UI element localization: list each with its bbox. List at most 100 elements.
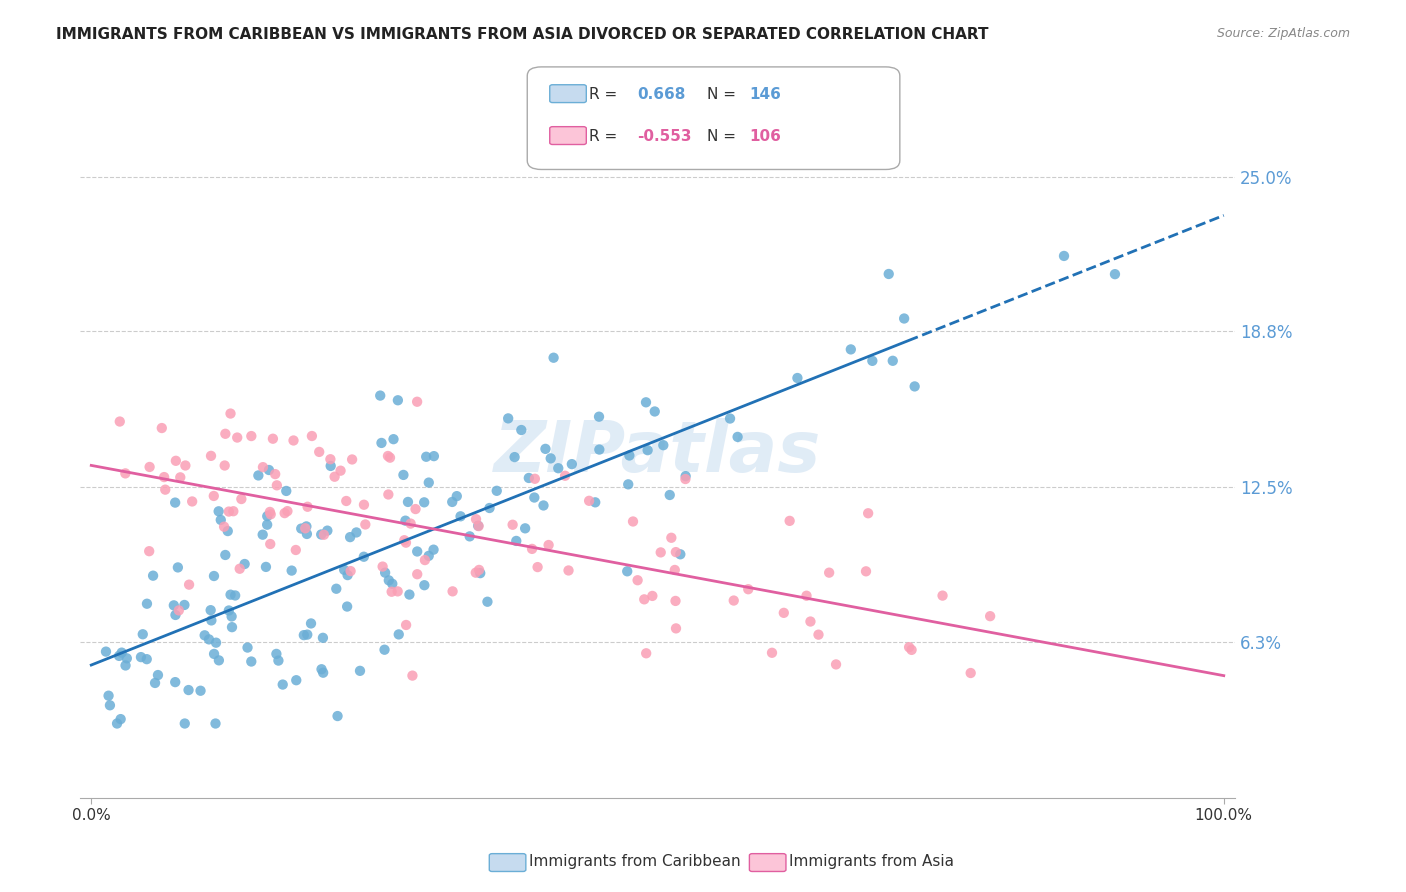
Point (194, 628, 217, 642)
Point (368, 388, 391, 402)
Point (418, 475, 440, 490)
Point (169, 470, 191, 484)
Point (204, 716, 226, 731)
Point (882, 353, 904, 368)
Point (202, 489, 225, 503)
Point (94, 645, 117, 659)
Point (664, 594, 686, 608)
Point (297, 500, 319, 514)
Point (354, 517, 377, 532)
Point (340, 452, 363, 467)
Point (796, 589, 818, 603)
Point (485, 483, 508, 498)
Point (537, 538, 560, 552)
Text: IMMIGRANTS FROM CARIBBEAN VS IMMIGRANTS FROM ASIA DIVORCED OR SEPARATED CORRELAT: IMMIGRANTS FROM CARIBBEAN VS IMMIGRANTS … (56, 27, 988, 42)
Point (319, 452, 342, 467)
Point (588, 442, 610, 457)
Text: N =: N = (707, 129, 737, 144)
Point (173, 716, 195, 731)
Point (387, 393, 409, 408)
Point (477, 595, 499, 609)
Point (114, 467, 136, 481)
Point (898, 640, 921, 655)
Point (335, 494, 357, 508)
Point (146, 668, 169, 682)
Point (202, 569, 225, 583)
Point (129, 650, 152, 665)
Point (221, 620, 243, 634)
Point (877, 267, 900, 281)
Point (644, 404, 666, 418)
Point (163, 599, 186, 613)
Point (904, 379, 927, 393)
Point (465, 512, 488, 526)
Point (143, 676, 166, 690)
Point (786, 371, 808, 385)
Point (142, 568, 165, 582)
Point (198, 632, 221, 647)
Point (259, 505, 281, 519)
Point (222, 504, 245, 518)
Point (371, 559, 394, 574)
Point (406, 567, 429, 582)
Point (299, 616, 322, 631)
Text: R =: R = (589, 87, 617, 102)
Point (561, 457, 583, 471)
Point (513, 521, 536, 535)
Point (262, 432, 284, 446)
Point (478, 501, 501, 516)
Point (634, 395, 657, 409)
Text: R =: R = (589, 129, 617, 144)
Point (543, 351, 565, 365)
Point (381, 584, 404, 599)
Point (652, 438, 675, 452)
Point (510, 423, 533, 437)
Point (619, 449, 641, 463)
Point (233, 557, 256, 571)
Point (267, 654, 290, 668)
Point (557, 564, 579, 578)
Point (98, 698, 121, 713)
Point (217, 524, 239, 538)
Point (295, 519, 318, 533)
Point (554, 468, 576, 483)
Point (228, 562, 250, 576)
Point (616, 564, 638, 578)
Point (115, 651, 138, 665)
Point (326, 709, 349, 723)
Point (388, 627, 411, 641)
Point (319, 458, 342, 473)
Point (381, 576, 404, 591)
Point (256, 517, 278, 532)
Point (394, 533, 416, 548)
Point (659, 531, 682, 545)
Point (200, 449, 222, 463)
Point (257, 463, 280, 477)
Point (167, 560, 190, 574)
Point (839, 343, 862, 357)
Point (276, 483, 298, 498)
Point (378, 450, 401, 465)
Point (441, 584, 464, 599)
Point (309, 527, 332, 541)
Point (807, 627, 830, 641)
Point (284, 543, 307, 558)
Point (406, 544, 429, 558)
Text: 106: 106 (749, 129, 782, 144)
Point (523, 472, 546, 486)
Point (626, 573, 648, 587)
Point (205, 635, 228, 649)
Text: -0.553: -0.553 (637, 129, 692, 144)
Point (588, 409, 610, 424)
Point (496, 411, 519, 425)
Point (336, 599, 359, 614)
Point (378, 574, 401, 588)
Point (260, 508, 283, 522)
Point (136, 597, 159, 611)
Point (214, 426, 236, 441)
Point (165, 495, 187, 509)
Point (856, 506, 879, 520)
Point (658, 488, 681, 502)
Point (177, 683, 200, 698)
Point (312, 665, 335, 680)
